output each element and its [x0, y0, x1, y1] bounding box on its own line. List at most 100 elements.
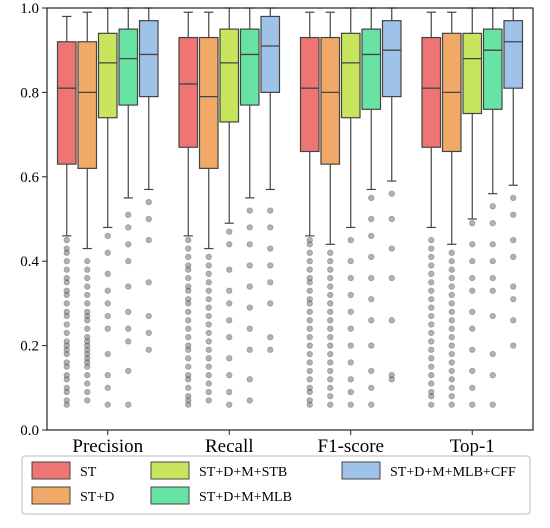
outlier-point: [145, 237, 152, 244]
box-1-2: [219, 7, 240, 408]
outlier-point: [327, 401, 334, 408]
outlier-point: [84, 380, 91, 387]
box-body: [260, 15, 281, 93]
outlier-point: [510, 342, 517, 349]
outlier-point: [104, 249, 111, 256]
outlier-point: [327, 317, 334, 324]
outlier-point: [84, 350, 91, 358]
outlier-point: [267, 224, 274, 231]
box-3-1: [441, 11, 462, 408]
outlier-point: [428, 245, 435, 252]
outlier-point: [84, 317, 91, 324]
box-body: [198, 36, 219, 169]
box-body: [340, 32, 361, 119]
outlier-point: [63, 350, 70, 358]
box-body: [178, 36, 199, 148]
plot-area: [56, 7, 524, 408]
outlier-point: [469, 325, 476, 332]
outlier-point: [428, 355, 435, 362]
box-body: [421, 36, 442, 148]
outlier-point: [428, 388, 435, 396]
y-tick-label: 0.8: [20, 85, 39, 101]
outlier-point: [388, 274, 395, 282]
outlier-point: [368, 296, 375, 303]
outlier-point: [145, 312, 152, 320]
outlier-point: [306, 388, 313, 396]
outlier-point: [327, 325, 334, 332]
outlier-point: [226, 388, 233, 396]
outlier-point: [185, 262, 192, 269]
outlier-point: [347, 237, 354, 244]
outlier-point: [428, 393, 435, 400]
outlier-point: [104, 384, 111, 391]
box-body: [462, 32, 483, 115]
outlier-point: [205, 338, 212, 345]
outlier-point: [63, 401, 70, 408]
outlier-point: [489, 274, 496, 282]
outlier-point: [125, 211, 132, 218]
outlier-point: [327, 283, 334, 290]
outlier-point: [185, 393, 192, 400]
outlier-point: [226, 287, 233, 294]
outlier-point: [306, 384, 313, 391]
outlier-point: [125, 401, 132, 408]
outlier-point: [63, 274, 70, 282]
outlier-point: [185, 401, 192, 408]
outlier-point: [469, 308, 476, 315]
outlier-point: [205, 329, 212, 337]
outlier-point: [226, 372, 233, 379]
outlier-point: [327, 249, 334, 256]
outlier-point: [306, 241, 313, 248]
x-tick-label: Recall: [205, 436, 254, 457]
outlier-point: [104, 312, 111, 320]
outlier-point: [347, 401, 354, 408]
box-2-0: [299, 11, 320, 408]
outlier-point: [185, 397, 192, 404]
outlier-point: [63, 384, 70, 391]
outlier-point: [125, 338, 132, 345]
outlier-point: [246, 283, 253, 290]
outlier-point: [185, 300, 192, 307]
outlier-point: [368, 194, 375, 201]
outlier-point: [388, 376, 395, 383]
outlier-point: [368, 317, 375, 324]
outlier-point: [63, 338, 70, 345]
outlier-point: [246, 304, 253, 311]
outlier-point: [448, 317, 455, 324]
outlier-point: [84, 334, 91, 341]
outlier-point: [510, 317, 517, 324]
outlier-point: [63, 321, 70, 328]
outlier-point: [226, 317, 233, 324]
outlier-point: [84, 274, 91, 282]
outlier-point: [448, 401, 455, 408]
box-body: [482, 28, 503, 110]
outlier-point: [469, 241, 476, 248]
box-0-3: [118, 7, 139, 408]
outlier-point: [347, 342, 354, 349]
legend: ST ST+D ST+D+M+STB ST+D+M+MLB ST+D+M+MLB+CFF: [21, 455, 531, 515]
outlier-point: [510, 253, 517, 261]
outlier-point: [388, 372, 395, 379]
outlier-point: [185, 253, 192, 261]
outlier-point: [185, 384, 192, 391]
outlier-point: [205, 372, 212, 379]
outlier-point: [368, 384, 375, 391]
outlier-point: [185, 346, 192, 353]
outlier-point: [368, 253, 375, 261]
box-2-2: [340, 7, 361, 408]
outlier-point: [347, 274, 354, 282]
outlier-point: [448, 334, 455, 341]
outlier-point: [347, 325, 354, 332]
outlier-point: [306, 249, 313, 256]
outlier-point: [145, 329, 152, 337]
outlier-point: [428, 380, 435, 387]
outlier-point: [469, 220, 476, 227]
outlier-point: [327, 334, 334, 341]
outlier-point: [205, 304, 212, 311]
outlier-point: [226, 334, 233, 341]
box-body: [503, 20, 524, 89]
outlier-point: [428, 338, 435, 345]
outlier-point: [428, 262, 435, 269]
outlier-point: [205, 296, 212, 303]
outlier-point: [448, 300, 455, 307]
